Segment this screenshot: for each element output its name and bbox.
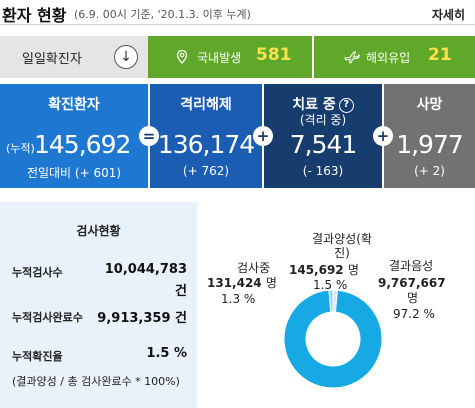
treating-delta: (- 163)	[302, 164, 344, 178]
page-subtitle: (6.9. 00시 기준, '20.1.3. 이후 누계)	[74, 8, 251, 21]
deaths-card: 사망 1,977 (+ 2)	[384, 84, 475, 188]
overseas-label: 해외유입	[366, 51, 411, 65]
released-title: 격리해제	[180, 97, 232, 113]
pending-label: 검사중	[237, 261, 271, 275]
daily-cases-strip: 일일확진자 ↓ 국내발생 581 해외유입 21	[0, 36, 475, 78]
positive-unit: 명	[347, 263, 359, 277]
domestic-label: 국내발생	[197, 51, 242, 65]
plus-icon: +	[253, 126, 273, 146]
donut-chart	[283, 289, 383, 389]
completed-tests-unit: 건	[175, 311, 187, 326]
deaths-value: 1,977	[396, 130, 464, 159]
released-value: 136,174	[157, 130, 255, 159]
confirmed-title: 확진환자	[48, 97, 100, 113]
pending-unit: 명	[265, 276, 277, 290]
page-header: 환자 현황 (6.9. 00시 기준, '20.1.3. 이후 누계) 자세히	[0, 0, 475, 28]
pending-pct: 1.3 %	[221, 292, 256, 306]
total-tests-label: 누적검사수	[12, 266, 63, 279]
released-card: 격리해제 136,174 (+ 762)	[150, 84, 262, 188]
released-delta: (+ 762)	[182, 164, 230, 178]
more-details-link[interactable]: 자세히	[431, 8, 465, 22]
positive-pct: 1.5 %	[313, 278, 348, 292]
header-divider	[0, 24, 475, 25]
pending-value-row: 131,424 명	[207, 276, 277, 290]
domestic-cases-box: 국내발생 581	[148, 36, 312, 78]
positive-label: 결과양성(확진)	[312, 232, 372, 260]
tests-panel: 검사현황 누적검사수 10,044,783 건 누적검사완료수 9,913,35…	[0, 202, 197, 408]
donut-slice-negative	[283, 289, 383, 389]
completed-tests-value-row: 9,913,359 건	[97, 307, 187, 326]
negative-pct: 97.2 %	[393, 307, 435, 321]
daily-cases-label: 일일확진자	[22, 52, 82, 67]
total-tests-value: 10,044,783	[104, 262, 187, 277]
overseas-value: 21	[428, 45, 452, 65]
positive-rate-value: 1.5 %	[146, 346, 187, 361]
domestic-value: 581	[256, 45, 292, 65]
treating-card: 치료 중? (격리 중) 7,541 (- 163)	[264, 84, 382, 188]
treating-title-row: 치료 중?	[264, 94, 382, 114]
equals-icon: =	[139, 126, 159, 146]
help-icon[interactable]: ?	[338, 98, 354, 113]
daily-cases-toggle[interactable]: 일일확진자 ↓	[0, 36, 148, 78]
cumulative-label: (누적)	[6, 142, 35, 155]
pending-value: 131,424	[207, 276, 262, 290]
positive-rate-note: (결과양성 / 총 검사완료수 * 100%)	[12, 375, 180, 388]
treating-subtitle: (격리 중)	[299, 113, 347, 127]
test-results-chart: 결과양성(확진) 145,692 명 1.5 % 검사중 131,424 명 1…	[197, 202, 475, 408]
completed-tests-label: 누적검사완료수	[12, 311, 83, 324]
treating-title: 치료 중	[292, 97, 336, 113]
overseas-cases-box: 해외유입 21	[314, 36, 475, 78]
positive-value: 145,692	[289, 263, 344, 277]
deaths-delta: (+ 2)	[414, 164, 445, 178]
total-tests-unit: 건	[175, 284, 187, 299]
negative-value: 9,767,667	[378, 276, 446, 290]
treating-value: 7,541	[289, 130, 358, 159]
negative-label: 결과음성	[389, 259, 434, 273]
deaths-title: 사망	[416, 97, 443, 113]
plus-icon: +	[373, 126, 393, 146]
positive-rate-label: 누적확진율	[12, 350, 63, 363]
location-pin-icon	[176, 49, 188, 64]
page-title: 환자 현황	[2, 6, 67, 25]
donut-slice-pending	[328, 289, 334, 313]
airplane-icon	[344, 51, 360, 64]
positive-value-row: 145,692 명	[289, 263, 359, 277]
completed-tests-value: 9,913,359	[97, 311, 171, 326]
confirmed-delta: 전일대비 (+ 601)	[26, 166, 122, 180]
confirmed-card: 확진환자 (누적) 145,692 전일대비 (+ 601)	[0, 84, 148, 188]
negative-unit: 명	[407, 291, 419, 305]
tests-title: 검사현황	[76, 224, 121, 238]
arrow-down-icon[interactable]: ↓	[114, 45, 138, 69]
confirmed-value: 145,692	[34, 130, 131, 159]
